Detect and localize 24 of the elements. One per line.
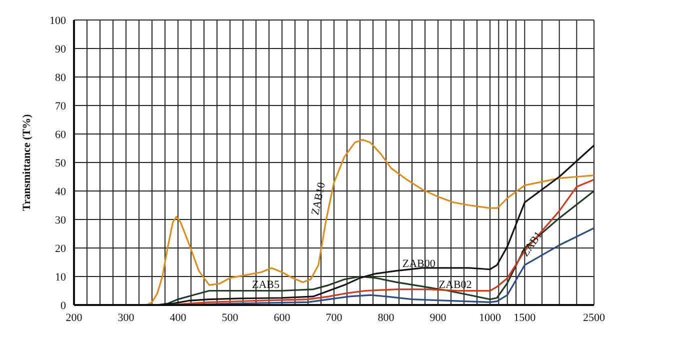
y-tick-label: 70 — [55, 100, 66, 112]
y-tick-label: 0 — [60, 300, 66, 312]
x-tick-label: 1000 — [479, 312, 502, 324]
x-tick-label: 1500 — [514, 312, 536, 324]
y-tick-label: 100 — [50, 14, 66, 27]
y-tick-label: 90 — [55, 43, 66, 56]
x-tick-label: 800 — [378, 312, 395, 324]
x-tick-label: 600 — [274, 312, 291, 324]
x-tick-label: 2500 — [583, 312, 606, 324]
y-tick-label: 50 — [55, 157, 66, 170]
x-tick-label: 300 — [118, 312, 135, 324]
text: ZAB10 — [309, 180, 328, 216]
y-tick-label: 60 — [55, 128, 66, 141]
x-tick-label: 200 — [66, 312, 83, 324]
x-tick-label: 500 — [222, 312, 239, 324]
y-tick-label: 40 — [55, 186, 66, 198]
y-tick-label: 20 — [55, 242, 66, 255]
x-tick-label: 700 — [326, 312, 343, 324]
y-tick-label: 30 — [55, 214, 66, 226]
y-tick-label: 10 — [55, 271, 66, 284]
y-tick-label: 80 — [55, 72, 66, 84]
y-axis-title: Transmittance (T%) — [20, 114, 33, 211]
x-tick-label: 400 — [170, 312, 187, 324]
x-tick-label: 900 — [430, 312, 447, 324]
